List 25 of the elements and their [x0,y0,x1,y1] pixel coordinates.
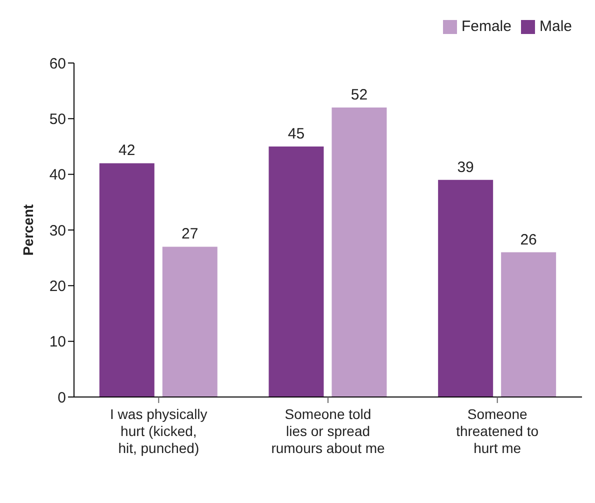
data-label: 26 [520,231,537,248]
bar [332,108,387,397]
bar [438,180,494,397]
bar [268,146,324,397]
y-tick-label: 0 [58,389,66,406]
bar [501,252,556,397]
x-tick-label: Someone told lies or spread rumours about me [271,406,386,456]
data-label: 27 [182,226,198,243]
y-tick-label: 30 [49,222,66,240]
data-label: 52 [350,86,368,104]
data-label: 45 [288,126,305,142]
y-axis-title: Percent [20,204,36,256]
x-tick-label: Someone threatened to hurt me [456,406,539,456]
bar [162,246,218,397]
y-tick-label: 60 [49,55,66,72]
y-tick-label: 20 [49,278,66,295]
legend-label: Male [539,18,572,35]
data-label: 39 [457,158,474,176]
legend-label: Female [461,18,512,35]
x-tick-label: I was physically hurt (kicked, hit, punched) [110,406,208,456]
y-tick-label: 40 [49,166,66,184]
y-tick-label: 10 [49,334,66,351]
y-tick-label: 50 [49,110,66,128]
bar [99,163,154,397]
data-label: 42 [118,142,136,160]
